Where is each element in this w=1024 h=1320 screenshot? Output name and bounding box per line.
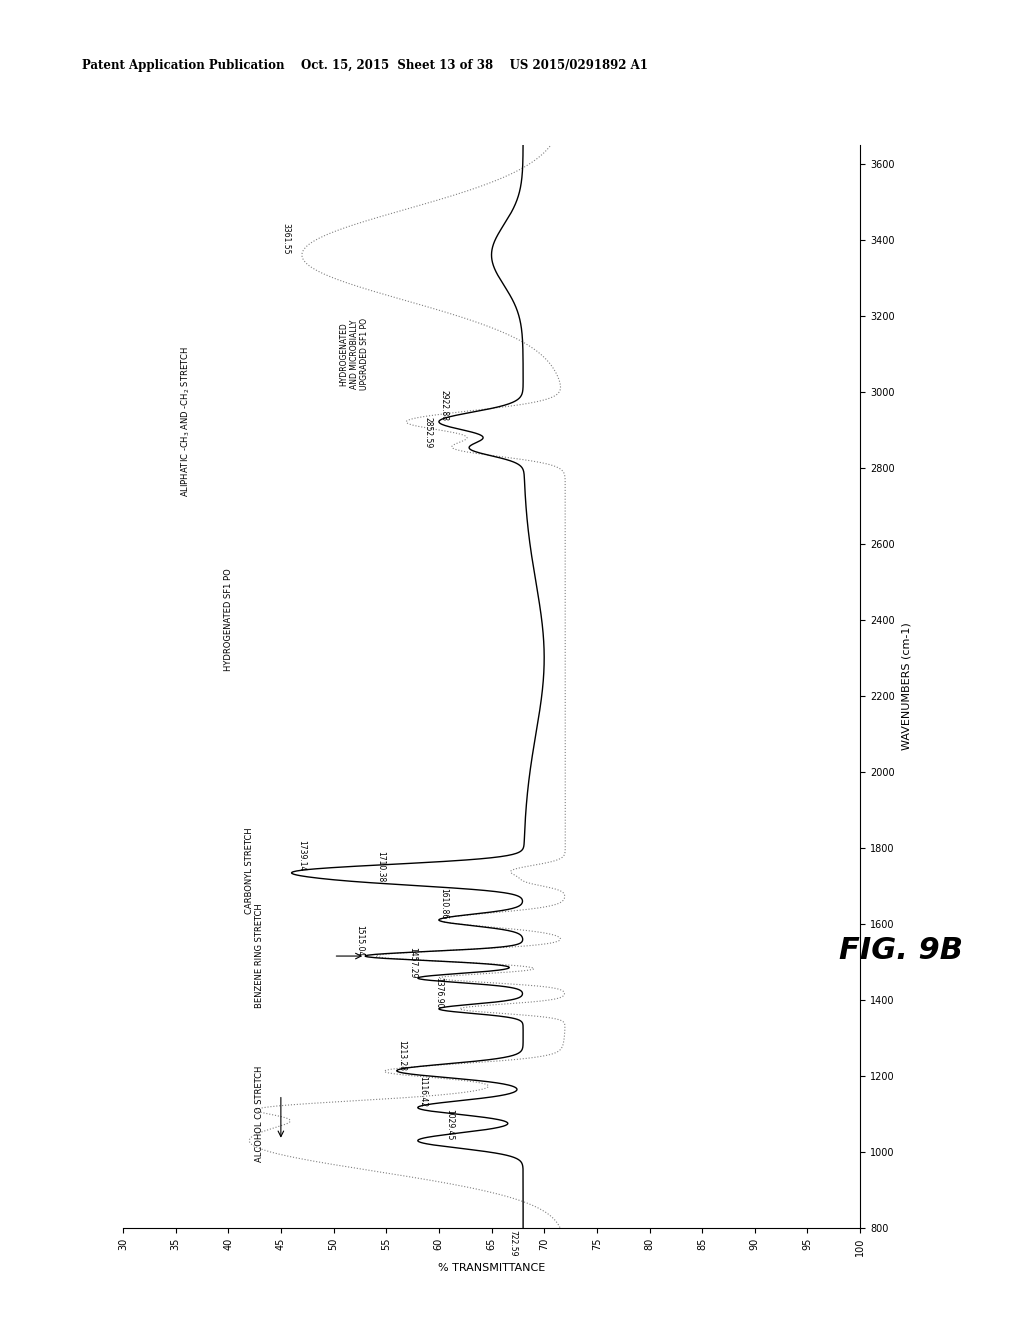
Text: 1029.45: 1029.45	[444, 1109, 454, 1140]
Y-axis label: WAVENUMBERS (cm-1): WAVENUMBERS (cm-1)	[901, 623, 911, 750]
Text: 1116.42: 1116.42	[419, 1076, 428, 1107]
Text: FIG. 9B: FIG. 9B	[839, 936, 964, 965]
Text: ALIPHATIC -CH$_3$ AND -CH$_2$ STRETCH: ALIPHATIC -CH$_3$ AND -CH$_2$ STRETCH	[180, 346, 193, 498]
Text: HYDROGENATED
AND MICROBIALLY
UPGRADED SF1 PO: HYDROGENATED AND MICROBIALLY UPGRADED SF…	[340, 318, 370, 391]
Text: ALCOHOL CO STRETCH: ALCOHOL CO STRETCH	[255, 1065, 264, 1162]
Text: 1457.29: 1457.29	[408, 946, 417, 978]
Text: CARBONYL STRETCH: CARBONYL STRETCH	[245, 828, 254, 915]
X-axis label: % TRANSMITTANCE: % TRANSMITTANCE	[438, 1263, 545, 1272]
Text: 2852.59: 2852.59	[424, 417, 433, 447]
Text: 1376.90: 1376.90	[434, 977, 443, 1008]
Text: 2922.88: 2922.88	[439, 391, 449, 421]
Text: 1610.86: 1610.86	[439, 888, 449, 920]
Text: BENZENE RING STRETCH: BENZENE RING STRETCH	[255, 904, 264, 1008]
Text: HYDROGENATED SF1 PO: HYDROGENATED SF1 PO	[223, 569, 232, 672]
Text: 1710.38: 1710.38	[377, 850, 385, 882]
Text: 1213.28: 1213.28	[397, 1040, 407, 1071]
Text: 1739.14: 1739.14	[297, 840, 306, 871]
Text: 722.59: 722.59	[508, 1230, 517, 1257]
Text: Patent Application Publication    Oct. 15, 2015  Sheet 13 of 38    US 2015/02918: Patent Application Publication Oct. 15, …	[82, 59, 648, 73]
Text: 3361.55: 3361.55	[282, 223, 291, 255]
Text: 1515.04: 1515.04	[355, 925, 365, 956]
